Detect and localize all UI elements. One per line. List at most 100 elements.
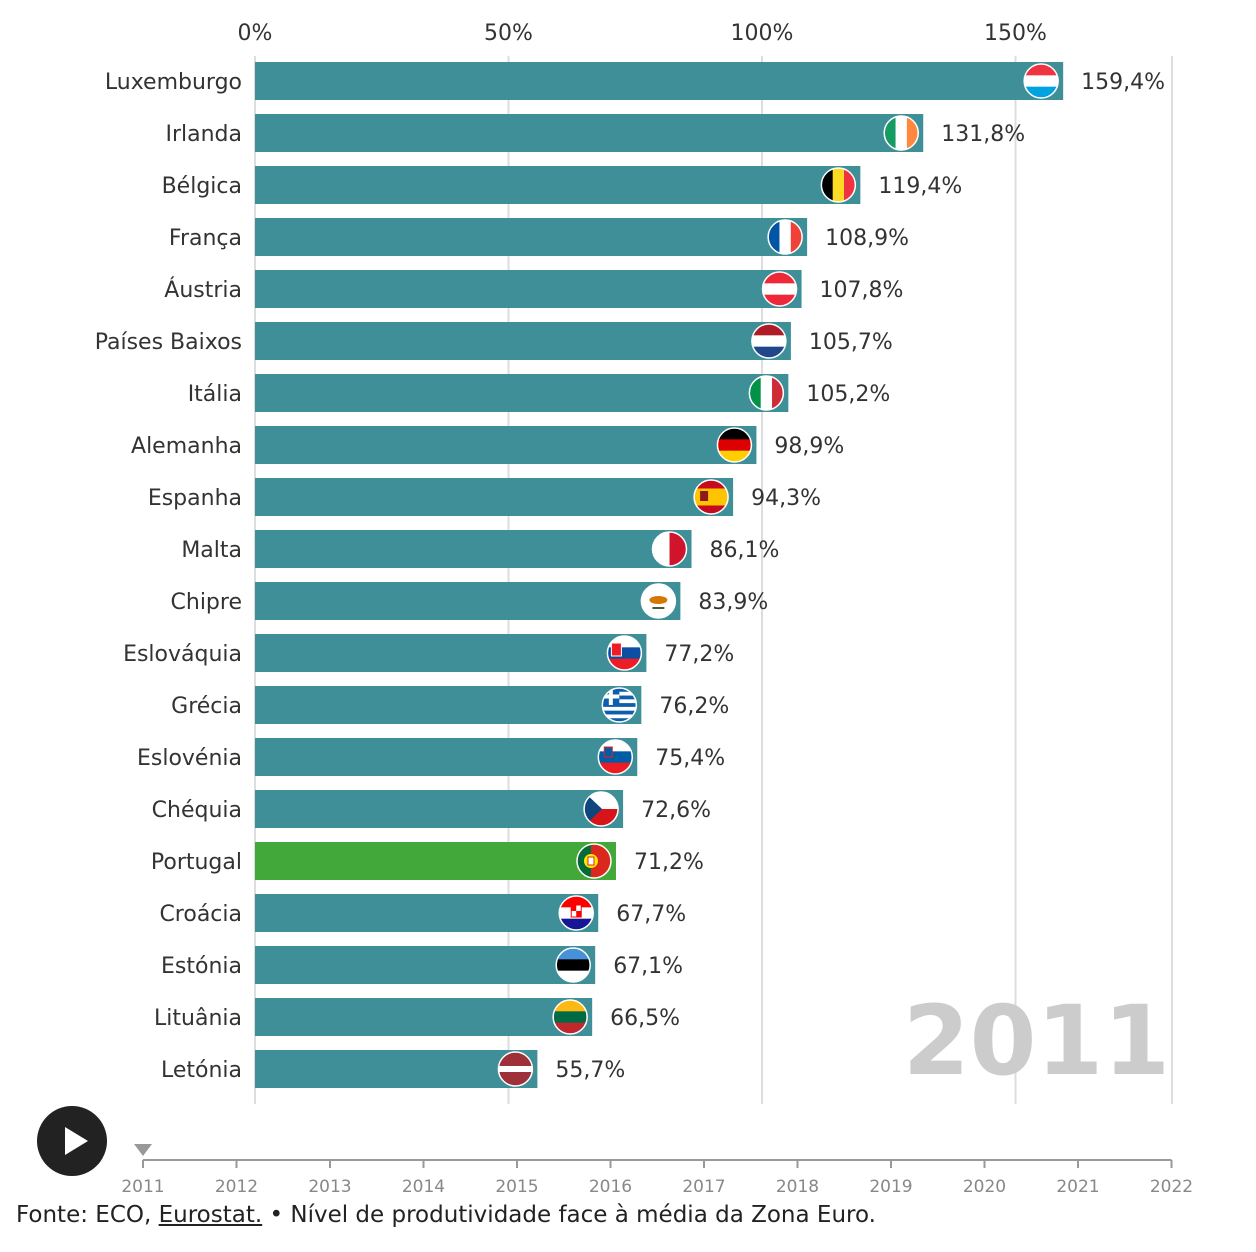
bar bbox=[255, 218, 808, 256]
category-label: Bélgica bbox=[162, 174, 242, 199]
flag-stripe bbox=[498, 1066, 533, 1072]
bar bbox=[255, 998, 593, 1036]
timeline-axis[interactable]: 2011 2012 2013 2014 2015 2016 2017 2018 2019 2020… bbox=[121, 1144, 1193, 1197]
flag-stripe bbox=[556, 959, 591, 972]
timeline-year-label[interactable]: 2013 bbox=[308, 1177, 351, 1197]
bar bbox=[255, 530, 692, 568]
flag-stripe bbox=[884, 116, 897, 150]
timeline-year-label[interactable]: 2017 bbox=[682, 1177, 725, 1197]
bar-chart: 0% 50% 100% 150% 2011 Luxemburgo 159,4% Irlan… bbox=[95, 21, 1193, 1197]
category-label: Croácia bbox=[159, 902, 242, 927]
flag-stripe bbox=[749, 376, 762, 410]
bar-row-alemanha: Alemanha 98,9% bbox=[131, 426, 844, 464]
bar bbox=[255, 686, 642, 724]
bar bbox=[255, 426, 757, 464]
timeline-year-label[interactable]: 2012 bbox=[215, 1177, 258, 1197]
timeline-year-label[interactable]: 2015 bbox=[495, 1177, 538, 1197]
bar-row-croácia: Croácia 67,7% bbox=[159, 894, 686, 932]
value-label: 108,9% bbox=[825, 226, 909, 251]
value-label: 72,6% bbox=[641, 798, 711, 823]
germany-flag-icon bbox=[717, 428, 752, 462]
flag-border bbox=[1023, 63, 1059, 99]
timeline-year-label[interactable]: 2016 bbox=[589, 1177, 632, 1197]
timeline-year-label[interactable]: 2019 bbox=[869, 1177, 912, 1197]
bar-row-lituânia: Lituânia 66,5% bbox=[154, 998, 680, 1036]
flag-stripe bbox=[779, 220, 792, 254]
cyprus-flag-icon bbox=[641, 584, 676, 618]
flag-border bbox=[583, 791, 619, 827]
category-label: Grécia bbox=[171, 694, 242, 719]
x-tick-label: 150% bbox=[984, 21, 1047, 46]
bar-row-irlanda: Irlanda 131,8% bbox=[165, 114, 1025, 152]
bar bbox=[255, 270, 802, 308]
source-suffix: • Nível de produtividade face à média da… bbox=[262, 1202, 876, 1228]
flag-border bbox=[606, 635, 643, 671]
timeline-year-label[interactable]: 2020 bbox=[963, 1177, 1006, 1197]
value-label: 67,1% bbox=[613, 954, 683, 979]
bar-row-chéquia: Chéquia 72,6% bbox=[152, 790, 711, 828]
bar bbox=[255, 1050, 538, 1088]
bar-row-espanha: Espanha 94,3% bbox=[148, 478, 821, 516]
flag-stripe bbox=[772, 376, 784, 410]
flag-stripe bbox=[590, 844, 611, 878]
flag-stripe bbox=[694, 488, 729, 506]
flag-border bbox=[576, 843, 612, 879]
timeline-year-label[interactable]: 2014 bbox=[402, 1177, 445, 1197]
estonia-flag-icon bbox=[556, 948, 591, 982]
bar bbox=[255, 842, 616, 880]
bar bbox=[255, 894, 599, 932]
flag-emblem bbox=[610, 642, 622, 657]
value-label: 77,2% bbox=[664, 642, 734, 667]
category-label: Lituânia bbox=[154, 1006, 242, 1031]
timeline-year-label[interactable]: 2021 bbox=[1056, 1177, 1099, 1197]
flag-stripe bbox=[844, 168, 856, 202]
croatia-flag-icon bbox=[559, 896, 594, 930]
flag-stripe bbox=[607, 658, 642, 670]
flag-stripe bbox=[1024, 64, 1059, 76]
value-label: 71,2% bbox=[634, 850, 704, 875]
value-label: 107,8% bbox=[820, 278, 904, 303]
timeline-handle[interactable] bbox=[134, 1144, 152, 1156]
flag-border bbox=[820, 167, 857, 203]
flag-stripe bbox=[553, 1000, 588, 1012]
czechia-flag-icon bbox=[584, 792, 619, 826]
timeline-year-label[interactable]: 2022 bbox=[1150, 1177, 1193, 1197]
flag-border bbox=[497, 1051, 534, 1087]
flag-stripe bbox=[553, 1022, 588, 1034]
flag-stripe bbox=[762, 283, 797, 296]
flag-border bbox=[767, 219, 803, 255]
flag-emblem bbox=[700, 491, 709, 501]
flag-stripe bbox=[652, 532, 671, 566]
x-tick-label: 100% bbox=[731, 21, 794, 46]
value-label: 159,4% bbox=[1081, 70, 1165, 95]
year-label: 2011 bbox=[903, 985, 1170, 1097]
play-button[interactable] bbox=[37, 1106, 107, 1176]
latvia-flag-icon bbox=[498, 1052, 533, 1086]
bar-row-grécia: Grécia 76,2% bbox=[171, 686, 729, 724]
flag-stripe bbox=[602, 714, 637, 719]
bar bbox=[255, 166, 861, 204]
flag-border bbox=[651, 531, 688, 567]
value-label: 67,7% bbox=[616, 902, 686, 927]
flag-emblem bbox=[584, 792, 603, 826]
bar bbox=[255, 62, 1064, 100]
slovakia-flag-icon bbox=[607, 636, 642, 670]
timeline-year-label[interactable]: 2011 bbox=[121, 1177, 164, 1197]
category-label: Eslováquia bbox=[123, 642, 242, 667]
lithuania-flag-icon bbox=[553, 1000, 588, 1034]
bar-row-letónia: Letónia 55,7% bbox=[161, 1050, 625, 1088]
bar bbox=[255, 946, 596, 984]
flag-stripe bbox=[760, 376, 773, 410]
spain-flag-icon bbox=[694, 480, 729, 514]
bar-row-eslovénia: Eslovénia 75,4% bbox=[137, 738, 725, 776]
value-label: 75,4% bbox=[655, 746, 725, 771]
play-icon bbox=[65, 1127, 88, 1155]
flag-stripe bbox=[556, 970, 591, 982]
bar bbox=[255, 374, 789, 412]
x-tick-label: 0% bbox=[238, 21, 273, 46]
timeline-year-label[interactable]: 2018 bbox=[776, 1177, 819, 1197]
flag-stripe bbox=[556, 948, 591, 960]
source-link[interactable]: Eurostat. bbox=[158, 1202, 263, 1228]
flag-stripe bbox=[607, 636, 642, 648]
austria-flag-icon bbox=[762, 272, 797, 306]
